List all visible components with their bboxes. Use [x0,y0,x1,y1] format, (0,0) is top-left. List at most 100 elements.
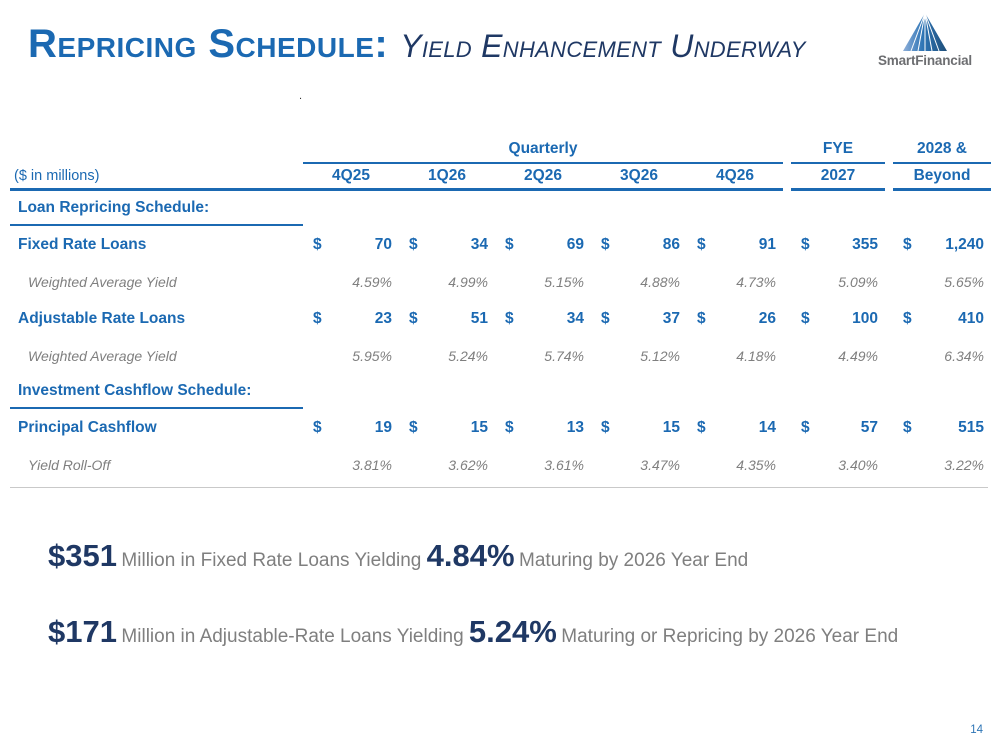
column-group-fye: FYE [791,135,885,164]
cell-value: 14 [758,418,776,436]
table-cell [893,191,991,226]
units-label: ($ in millions) [10,164,303,191]
row-label: Principal Cashflow [18,418,157,436]
logo-text: SmartFinancial [878,53,972,68]
cell-value: 91 [758,235,776,253]
yield-cell: 4.99% [448,273,488,290]
column-gap [783,263,791,300]
currency-symbol: $ [505,309,514,327]
yield-cell: 3.81% [352,456,392,473]
column-gap [783,226,791,263]
currency-symbol: $ [697,309,706,327]
column-header-3q26: 3Q26 [591,164,687,191]
column-gap [885,226,893,263]
column-group-quarterly: Quarterly [303,135,783,164]
column-gap [783,374,791,409]
column-gap [885,446,893,483]
money-cell: $13 [495,409,591,446]
table-cell [591,374,687,409]
yield-cell: 5.74% [544,347,584,364]
cell-value: 34 [566,309,584,327]
column-gap [885,337,893,374]
table-cell [399,374,495,409]
yield-cell: 3.40% [838,456,878,473]
table-cell [591,191,687,226]
yield-cell: 5.95% [352,347,392,364]
summary-block: $351 Million in Fixed Rate Loans Yieldin… [48,538,898,650]
yield-cell: 4.49% [838,347,878,364]
currency-symbol: $ [313,235,322,253]
cell-value: 26 [758,309,776,327]
yield-cell: 5.09% [838,273,878,290]
cell-value: 15 [662,418,680,436]
column-gap [783,337,791,374]
money-cell: $34 [399,226,495,263]
money-cell: $100 [791,300,885,337]
cell-value: 100 [852,309,878,327]
currency-symbol: $ [409,309,418,327]
money-cell: $26 [687,300,783,337]
summary-percent: 4.84% [426,538,515,573]
currency-symbol: $ [601,418,610,436]
money-cell: $91 [687,226,783,263]
column-gap [783,409,791,446]
repricing-table: Quarterly FYE 2028 & ($ in millions) 4Q2… [10,135,991,483]
row-label: Yield Roll-Off [28,456,111,473]
currency-symbol: $ [409,418,418,436]
cell-value: 37 [662,309,680,327]
slide-title: Repricing Schedule: [28,22,389,66]
yield-cell: 3.62% [448,456,488,473]
yield-cell: 3.61% [544,456,584,473]
table-cell [791,374,885,409]
summary-amount: $351 [48,538,117,573]
cell-value: 410 [958,309,984,327]
currency-symbol: $ [903,418,912,436]
table-cell [893,374,991,409]
column-header-2027: 2027 [791,164,885,191]
cell-value: 13 [566,418,584,436]
yield-cell: 5.65% [944,273,984,290]
page-number: 14 [970,724,983,736]
column-header-1q26: 1Q26 [399,164,495,191]
money-cell: $515 [893,409,991,446]
row-label: Weighted Average Yield [28,273,177,290]
column-group-beyond: 2028 & [893,135,991,164]
yield-cell: 3.22% [944,456,984,473]
table-cell [303,374,399,409]
money-cell: $15 [399,409,495,446]
page-title: Repricing Schedule: Yield Enhancement Un… [28,22,806,67]
row-label: Adjustable Rate Loans [18,309,186,327]
summary-line-adjustable: $171 Million in Adjustable-Rate Loans Yi… [48,614,898,650]
column-gap [885,191,893,226]
money-cell: $70 [303,226,399,263]
money-cell: $86 [591,226,687,263]
currency-symbol: $ [505,418,514,436]
column-gap [885,164,893,191]
currency-symbol: $ [313,309,322,327]
summary-text: Million in Fixed Rate Loans Yielding [121,550,427,571]
section-heading: Investment Cashflow Schedule: [10,374,303,409]
row-label: Weighted Average Yield [28,347,177,364]
yield-cell: 5.24% [448,347,488,364]
currency-symbol: $ [697,418,706,436]
table-bottom-divider [10,487,988,488]
currency-symbol: $ [801,235,810,253]
cell-value: 57 [860,418,878,436]
currency-symbol: $ [801,309,810,327]
yield-cell: 3.47% [640,456,680,473]
money-cell: $34 [495,300,591,337]
currency-symbol: $ [601,235,610,253]
yield-cell: 4.88% [640,273,680,290]
cell-value: 515 [958,418,984,436]
column-gap [885,135,893,164]
money-cell: $1,240 [893,226,991,263]
yield-cell: 4.59% [352,273,392,290]
summary-text: Maturing by 2026 Year End [519,550,749,571]
summary-amount: $171 [48,614,117,649]
summary-text: Maturing or Repricing by 2026 Year End [561,626,899,647]
cell-value: 70 [374,235,392,253]
column-header-beyond: Beyond [893,164,991,191]
currency-symbol: $ [903,309,912,327]
yield-cell: 4.73% [736,273,776,290]
yield-cell: 4.18% [736,347,776,364]
